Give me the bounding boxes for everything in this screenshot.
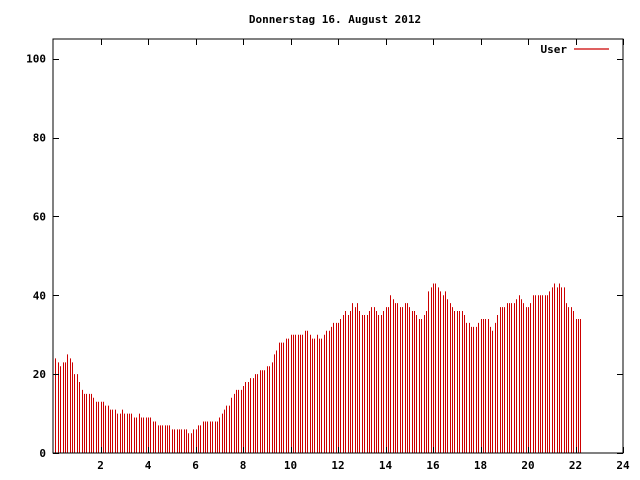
legend: User <box>541 43 609 56</box>
x-tick-label: 24 <box>616 459 630 472</box>
y-tick-label: 0 <box>39 447 46 460</box>
y-tick-label: 80 <box>33 132 46 145</box>
x-tick-label: 8 <box>240 459 247 472</box>
x-tick-label: 12 <box>331 459 344 472</box>
y-tick-label: 100 <box>26 53 46 66</box>
legend-label: User <box>541 43 568 56</box>
x-axis: 2 4 6 8 10 12 14 16 18 20 22 24 <box>97 39 630 472</box>
x-tick-label: 16 <box>426 459 440 472</box>
y-tick-label: 40 <box>33 289 46 302</box>
x-tick-label: 10 <box>284 459 297 472</box>
x-tick-label: 14 <box>379 459 393 472</box>
x-tick-label: 18 <box>474 459 487 472</box>
y-axis: 0 20 40 60 80 100 <box>26 53 623 460</box>
x-tick-label: 2 <box>97 459 104 472</box>
x-tick-label: 6 <box>192 459 199 472</box>
y-tick-label: 20 <box>33 368 46 381</box>
chart-title: Donnerstag 16. August 2012 <box>249 13 421 26</box>
x-tick-label: 20 <box>521 459 534 472</box>
x-tick-label: 4 <box>145 459 152 472</box>
x-tick-label: 22 <box>569 459 582 472</box>
y-tick-label: 60 <box>33 210 46 223</box>
bars-group <box>55 283 581 453</box>
